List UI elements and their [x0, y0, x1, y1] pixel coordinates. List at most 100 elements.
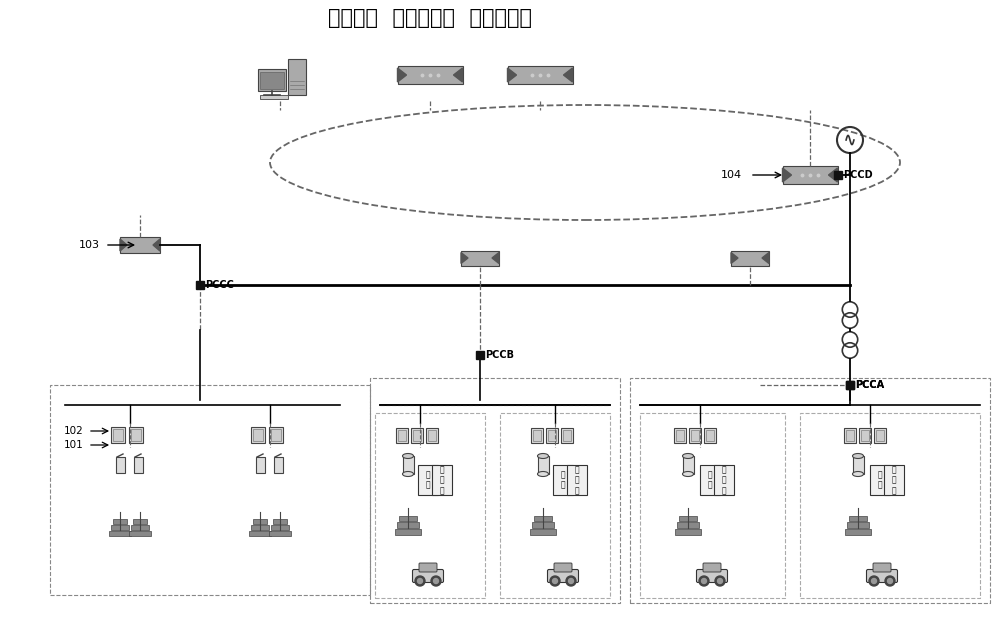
Polygon shape: [508, 68, 516, 82]
Bar: [800, 413, 980, 598]
Text: 负
荷: 负 荷: [708, 470, 712, 490]
Text: 充
电
站: 充 电 站: [440, 465, 444, 495]
FancyBboxPatch shape: [419, 563, 437, 572]
FancyBboxPatch shape: [428, 429, 436, 440]
Text: 负
荷: 负 荷: [426, 470, 430, 490]
Polygon shape: [731, 252, 738, 264]
FancyBboxPatch shape: [689, 427, 701, 442]
FancyBboxPatch shape: [845, 529, 871, 535]
Polygon shape: [492, 252, 499, 264]
FancyBboxPatch shape: [532, 522, 554, 528]
FancyBboxPatch shape: [269, 427, 283, 443]
FancyBboxPatch shape: [253, 429, 263, 441]
Polygon shape: [782, 168, 792, 182]
Polygon shape: [762, 252, 769, 264]
FancyBboxPatch shape: [677, 522, 699, 528]
Ellipse shape: [852, 454, 864, 459]
Circle shape: [699, 576, 709, 586]
FancyBboxPatch shape: [674, 427, 686, 442]
Circle shape: [415, 576, 425, 586]
FancyBboxPatch shape: [398, 429, 406, 440]
Polygon shape: [454, 68, 462, 82]
Polygon shape: [828, 168, 838, 182]
FancyBboxPatch shape: [249, 531, 271, 536]
Text: PCCC: PCCC: [205, 280, 234, 290]
Text: 104: 104: [721, 170, 742, 180]
FancyBboxPatch shape: [691, 429, 699, 440]
FancyBboxPatch shape: [253, 519, 267, 524]
FancyBboxPatch shape: [432, 465, 452, 495]
Ellipse shape: [852, 472, 864, 477]
Bar: [50, 385, 370, 595]
Ellipse shape: [402, 454, 414, 459]
FancyBboxPatch shape: [696, 569, 728, 583]
FancyBboxPatch shape: [554, 563, 572, 572]
Text: PCCB: PCCB: [485, 350, 514, 360]
FancyBboxPatch shape: [131, 525, 149, 530]
FancyBboxPatch shape: [461, 250, 499, 265]
Circle shape: [418, 579, 422, 584]
FancyBboxPatch shape: [426, 427, 438, 442]
Polygon shape: [564, 68, 572, 82]
FancyBboxPatch shape: [271, 525, 289, 530]
Ellipse shape: [682, 454, 694, 459]
FancyBboxPatch shape: [676, 429, 684, 440]
FancyBboxPatch shape: [873, 563, 891, 572]
FancyBboxPatch shape: [109, 531, 131, 536]
FancyBboxPatch shape: [131, 429, 141, 441]
FancyBboxPatch shape: [395, 529, 421, 535]
Circle shape: [718, 579, 722, 584]
FancyBboxPatch shape: [113, 429, 123, 441]
FancyBboxPatch shape: [548, 569, 578, 583]
FancyBboxPatch shape: [782, 166, 838, 184]
Circle shape: [885, 576, 895, 586]
FancyBboxPatch shape: [113, 519, 127, 524]
FancyBboxPatch shape: [553, 465, 573, 495]
FancyBboxPatch shape: [531, 427, 543, 442]
FancyBboxPatch shape: [731, 250, 769, 265]
FancyBboxPatch shape: [399, 516, 417, 521]
Polygon shape: [153, 239, 160, 251]
FancyBboxPatch shape: [679, 516, 697, 521]
Text: PCCA: PCCA: [855, 380, 884, 390]
Text: 102: 102: [64, 426, 84, 436]
Text: 负
荷: 负 荷: [878, 470, 882, 490]
Circle shape: [715, 576, 725, 586]
FancyBboxPatch shape: [411, 427, 423, 442]
Bar: [375, 413, 485, 598]
FancyBboxPatch shape: [561, 427, 573, 442]
FancyBboxPatch shape: [538, 456, 548, 474]
FancyBboxPatch shape: [398, 66, 462, 84]
FancyBboxPatch shape: [129, 427, 143, 443]
Circle shape: [869, 576, 879, 586]
FancyBboxPatch shape: [116, 457, 124, 473]
Bar: [640, 413, 785, 598]
FancyBboxPatch shape: [675, 529, 701, 535]
FancyBboxPatch shape: [269, 531, 291, 536]
Polygon shape: [120, 239, 127, 251]
FancyBboxPatch shape: [567, 465, 587, 495]
FancyBboxPatch shape: [533, 429, 541, 440]
Text: PCCD: PCCD: [843, 170, 873, 180]
FancyBboxPatch shape: [120, 237, 160, 253]
FancyBboxPatch shape: [134, 457, 143, 473]
Text: 103: 103: [79, 240, 100, 250]
FancyBboxPatch shape: [859, 427, 871, 442]
FancyBboxPatch shape: [260, 72, 284, 89]
FancyBboxPatch shape: [847, 522, 869, 528]
FancyBboxPatch shape: [251, 427, 265, 443]
FancyBboxPatch shape: [861, 429, 869, 440]
FancyBboxPatch shape: [703, 563, 721, 572]
FancyBboxPatch shape: [251, 525, 269, 530]
Text: 充
电
站: 充 电 站: [575, 465, 579, 495]
FancyBboxPatch shape: [682, 456, 694, 474]
Bar: [370, 378, 620, 603]
Text: PCCA: PCCA: [855, 380, 884, 390]
Ellipse shape: [538, 454, 548, 459]
FancyBboxPatch shape: [413, 429, 421, 440]
FancyBboxPatch shape: [413, 569, 444, 583]
FancyBboxPatch shape: [271, 429, 281, 441]
FancyBboxPatch shape: [704, 427, 716, 442]
FancyBboxPatch shape: [876, 429, 884, 440]
Ellipse shape: [682, 472, 694, 477]
